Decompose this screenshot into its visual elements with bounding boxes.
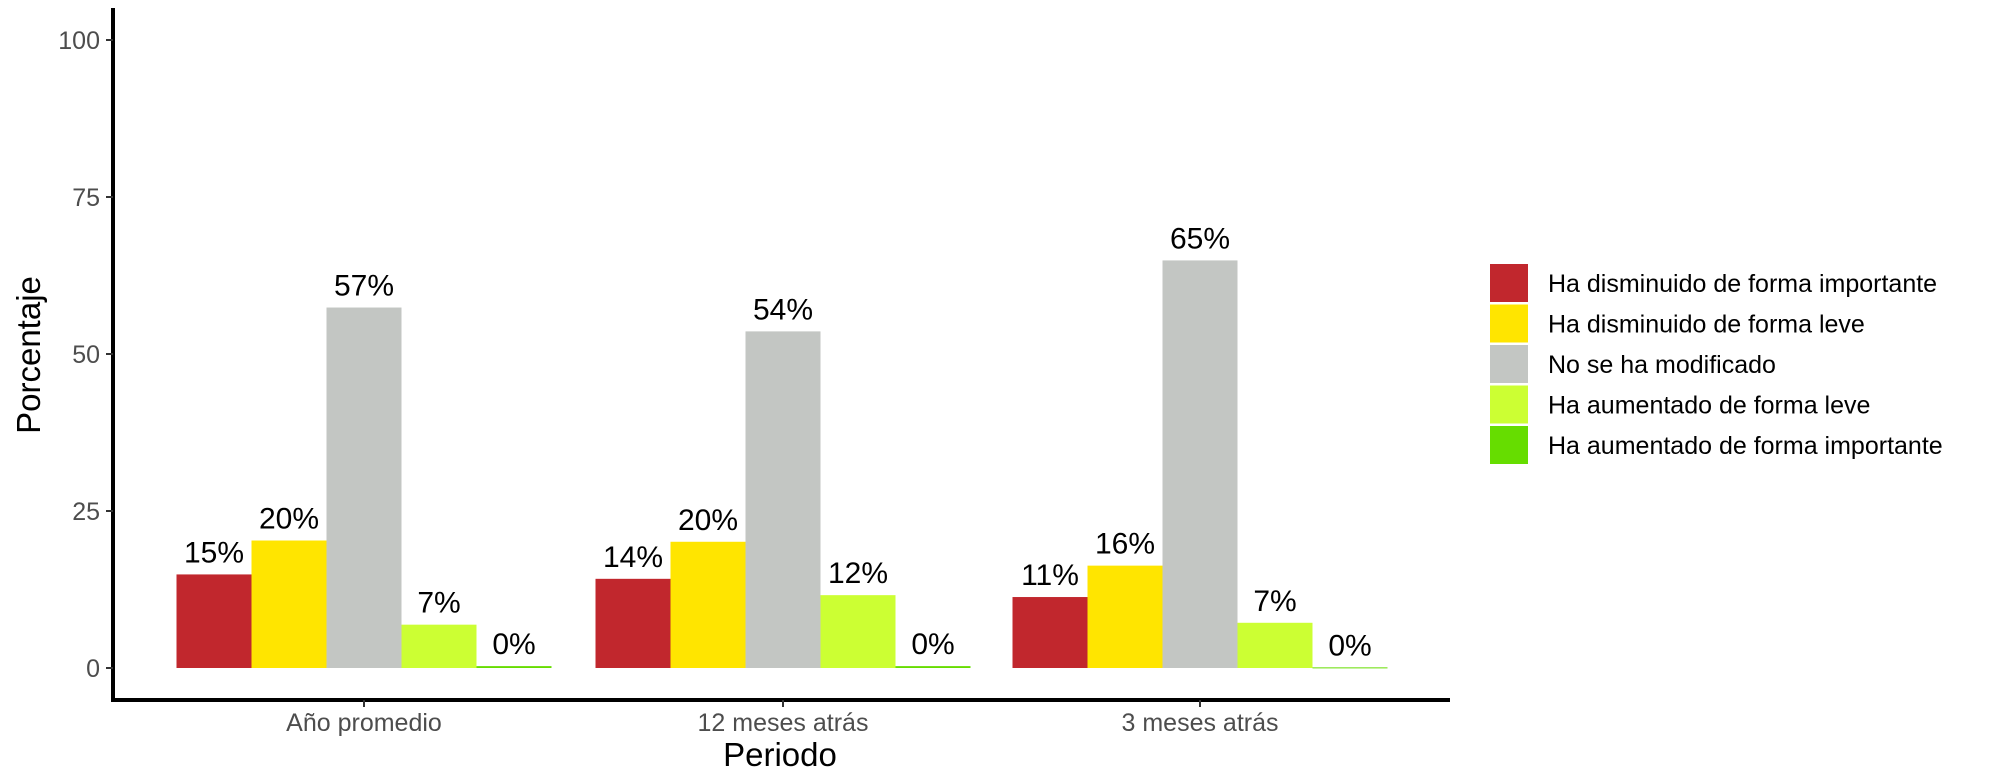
y-axis-title: Porcentaje bbox=[10, 276, 47, 434]
y-tick-label: 100 bbox=[58, 27, 100, 55]
bar bbox=[326, 307, 402, 668]
legend-swatch bbox=[1490, 345, 1528, 383]
x-tick-label: Año promedio bbox=[286, 709, 442, 737]
y-tick-label: 75 bbox=[72, 184, 100, 212]
data-label: 14% bbox=[603, 541, 663, 574]
data-label: 7% bbox=[417, 587, 460, 620]
bar bbox=[1012, 597, 1088, 668]
data-label: 0% bbox=[1328, 629, 1371, 662]
bar bbox=[176, 574, 252, 668]
data-label: 15% bbox=[184, 536, 244, 569]
bar bbox=[745, 331, 821, 668]
legend-label: No se ha modificado bbox=[1548, 351, 1776, 379]
bar bbox=[820, 595, 896, 668]
y-tick-label: 25 bbox=[72, 498, 100, 526]
data-label: 57% bbox=[334, 270, 394, 303]
legend-label: Ha disminuido de forma importante bbox=[1548, 270, 1937, 298]
bar bbox=[1087, 565, 1163, 668]
legend-label: Ha disminuido de forma leve bbox=[1548, 311, 1865, 339]
data-label: 54% bbox=[753, 293, 813, 326]
data-label: 20% bbox=[678, 504, 738, 537]
data-label: 0% bbox=[911, 628, 954, 661]
x-tick-label: 3 meses atrás bbox=[1121, 709, 1278, 737]
data-label: 65% bbox=[1170, 222, 1230, 255]
legend: Ha disminuido de forma importante Ha dism… bbox=[1490, 264, 1943, 464]
data-label: 16% bbox=[1095, 528, 1155, 561]
bar bbox=[595, 578, 671, 668]
bar bbox=[476, 666, 552, 668]
legend-swatch bbox=[1490, 304, 1528, 343]
bar bbox=[401, 624, 477, 668]
data-label: 7% bbox=[1253, 585, 1296, 618]
legend-label: Ha aumentado de forma importante bbox=[1548, 432, 1943, 460]
bar bbox=[1312, 667, 1388, 669]
data-labels: 15% 14% 11% 20% 20% 16% 57% 54% 65% 7% 12% 7% 0% 0% 0% bbox=[184, 222, 1372, 662]
axes: 0 25 50 75 100 Año promedio 12 meses atrás 3 me… bbox=[58, 8, 1450, 737]
legend-swatch bbox=[1490, 264, 1528, 302]
plot-area bbox=[176, 260, 1388, 669]
y-tick-label: 50 bbox=[72, 341, 100, 369]
legend-swatch bbox=[1490, 426, 1528, 464]
bar bbox=[895, 666, 971, 668]
bar bbox=[670, 541, 746, 668]
data-label: 20% bbox=[259, 503, 319, 536]
legend-label: Ha aumentado de forma leve bbox=[1548, 392, 1870, 420]
x-axis-title: Periodo bbox=[723, 736, 837, 770]
x-tick-label: 12 meses atrás bbox=[698, 709, 869, 737]
data-label: 11% bbox=[1021, 559, 1079, 592]
data-label: 0% bbox=[492, 628, 535, 661]
legend-swatch bbox=[1490, 385, 1528, 424]
data-label: 12% bbox=[828, 557, 888, 590]
bar bbox=[251, 540, 327, 668]
y-tick-label: 0 bbox=[86, 655, 100, 683]
bar bbox=[1237, 622, 1313, 668]
bar bbox=[1162, 260, 1238, 668]
